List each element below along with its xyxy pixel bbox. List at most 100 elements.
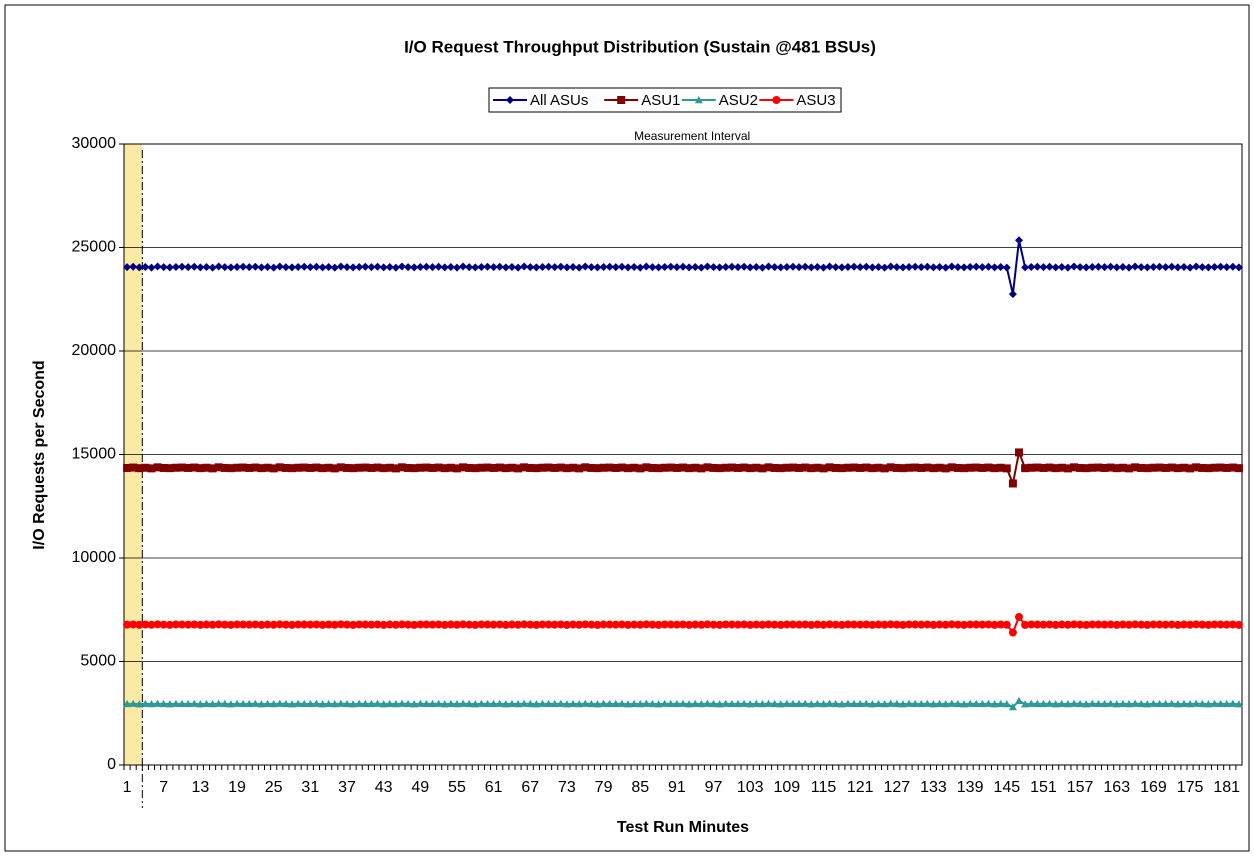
marker bbox=[1137, 699, 1146, 708]
marker bbox=[226, 620, 235, 629]
marker bbox=[1198, 263, 1207, 272]
marker bbox=[214, 463, 223, 472]
marker bbox=[617, 96, 626, 104]
marker bbox=[648, 463, 657, 472]
marker bbox=[233, 699, 242, 707]
marker bbox=[569, 463, 578, 472]
marker bbox=[868, 263, 877, 272]
marker bbox=[391, 700, 400, 708]
marker bbox=[611, 463, 620, 472]
marker bbox=[782, 262, 791, 271]
marker bbox=[898, 700, 907, 708]
marker bbox=[581, 620, 590, 629]
marker bbox=[355, 699, 364, 707]
marker bbox=[465, 263, 474, 272]
marker bbox=[1228, 262, 1237, 271]
marker bbox=[672, 699, 681, 708]
marker bbox=[782, 699, 791, 707]
marker bbox=[850, 699, 859, 708]
marker bbox=[556, 262, 565, 271]
marker bbox=[245, 263, 254, 272]
marker bbox=[953, 263, 962, 272]
marker bbox=[813, 262, 822, 271]
marker bbox=[636, 263, 645, 272]
marker bbox=[642, 620, 651, 629]
marker bbox=[929, 464, 938, 473]
marker bbox=[850, 463, 859, 472]
marker bbox=[288, 263, 297, 272]
marker bbox=[459, 463, 468, 472]
marker bbox=[911, 463, 920, 472]
marker bbox=[862, 262, 871, 271]
marker bbox=[165, 263, 174, 272]
marker bbox=[581, 463, 590, 472]
x-tick-label: 115 bbox=[811, 779, 837, 796]
marker bbox=[1143, 620, 1152, 629]
marker bbox=[654, 263, 663, 272]
marker bbox=[880, 620, 889, 629]
marker bbox=[1002, 464, 1011, 473]
marker bbox=[941, 263, 950, 272]
marker bbox=[184, 263, 193, 272]
marker bbox=[489, 699, 498, 708]
x-tick-label: 31 bbox=[301, 779, 319, 796]
marker bbox=[385, 620, 394, 629]
marker bbox=[672, 463, 681, 472]
marker bbox=[1234, 620, 1243, 629]
marker bbox=[929, 700, 938, 708]
marker bbox=[1015, 236, 1024, 245]
marker bbox=[1106, 463, 1115, 472]
marker bbox=[171, 620, 180, 629]
marker bbox=[489, 620, 498, 629]
x-tick-label: 19 bbox=[228, 779, 246, 796]
marker bbox=[721, 620, 730, 629]
marker bbox=[495, 620, 504, 629]
marker bbox=[507, 620, 516, 629]
marker bbox=[1100, 263, 1109, 272]
marker bbox=[1192, 262, 1201, 271]
marker bbox=[306, 463, 315, 472]
marker bbox=[813, 463, 822, 472]
marker bbox=[294, 262, 303, 271]
marker bbox=[1002, 620, 1011, 629]
marker bbox=[1210, 699, 1219, 707]
marker bbox=[709, 263, 718, 272]
marker bbox=[758, 263, 767, 272]
marker bbox=[318, 263, 327, 272]
marker bbox=[807, 700, 816, 708]
marker bbox=[300, 699, 309, 708]
x-tick-label: 43 bbox=[375, 779, 393, 796]
marker bbox=[990, 620, 999, 629]
marker bbox=[465, 699, 474, 708]
marker bbox=[752, 620, 761, 629]
marker bbox=[801, 699, 810, 707]
marker bbox=[1112, 620, 1121, 629]
marker bbox=[697, 464, 706, 473]
marker bbox=[764, 699, 773, 707]
marker bbox=[941, 620, 950, 629]
marker bbox=[550, 620, 559, 629]
marker bbox=[697, 263, 706, 272]
marker bbox=[862, 699, 871, 707]
marker bbox=[1186, 700, 1195, 708]
marker bbox=[330, 700, 339, 708]
marker bbox=[746, 263, 755, 272]
marker bbox=[1179, 620, 1188, 629]
marker bbox=[868, 620, 877, 629]
marker bbox=[648, 263, 657, 272]
marker bbox=[599, 620, 608, 629]
legend-label: All ASUs bbox=[530, 92, 588, 109]
marker bbox=[153, 262, 162, 271]
marker bbox=[917, 463, 926, 472]
marker bbox=[165, 620, 174, 629]
marker bbox=[1234, 263, 1243, 272]
x-tick-label: 91 bbox=[668, 779, 686, 796]
marker bbox=[1021, 620, 1030, 629]
marker bbox=[1124, 620, 1133, 629]
marker bbox=[685, 620, 694, 629]
marker bbox=[1118, 262, 1127, 271]
marker bbox=[1204, 700, 1213, 708]
marker bbox=[813, 620, 822, 629]
marker bbox=[556, 699, 565, 707]
marker bbox=[501, 263, 510, 272]
